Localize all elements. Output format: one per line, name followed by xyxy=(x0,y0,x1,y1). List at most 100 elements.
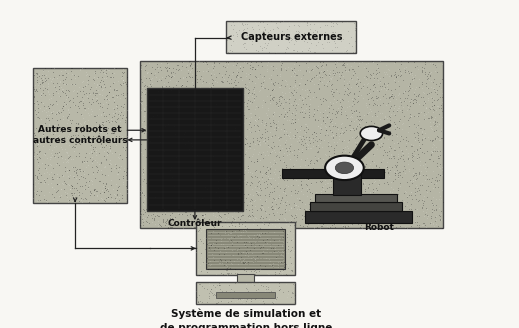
Point xyxy=(279,121,287,127)
Point xyxy=(144,70,152,75)
Point xyxy=(215,126,223,131)
Point xyxy=(114,166,122,172)
Point xyxy=(281,65,290,71)
Point xyxy=(428,126,436,131)
Point xyxy=(251,215,260,220)
Point xyxy=(212,114,220,119)
Point xyxy=(226,247,235,253)
Point xyxy=(45,91,53,96)
Point xyxy=(117,69,126,74)
Point xyxy=(379,116,388,121)
Point xyxy=(150,92,158,98)
Point xyxy=(264,232,272,237)
Point xyxy=(317,175,325,180)
Point xyxy=(402,143,411,149)
Point xyxy=(280,128,288,133)
Point xyxy=(97,141,105,146)
Point xyxy=(354,121,362,127)
Point xyxy=(62,96,70,101)
Point xyxy=(206,265,214,271)
Point xyxy=(146,139,154,144)
Point xyxy=(146,147,155,152)
Point xyxy=(235,224,243,230)
Point xyxy=(386,143,394,148)
Point xyxy=(177,87,186,92)
Point xyxy=(411,91,419,96)
Point xyxy=(187,221,195,226)
Point xyxy=(252,21,260,27)
Point xyxy=(223,209,231,214)
Point xyxy=(207,181,215,186)
Point xyxy=(393,74,401,79)
Point xyxy=(255,179,263,184)
Point xyxy=(245,66,254,71)
Point xyxy=(30,153,38,158)
Point xyxy=(222,85,230,90)
Point xyxy=(281,222,290,227)
Point xyxy=(362,209,370,214)
Point xyxy=(187,67,195,72)
Point xyxy=(325,218,333,224)
Point xyxy=(212,257,221,262)
Point xyxy=(58,89,66,94)
Point xyxy=(237,103,245,109)
Point xyxy=(434,156,442,161)
Point xyxy=(31,85,39,91)
Point xyxy=(178,109,186,114)
Point xyxy=(381,211,390,216)
Point xyxy=(241,168,249,173)
Point xyxy=(264,240,272,246)
Point xyxy=(111,193,119,198)
Point xyxy=(424,115,432,120)
Point xyxy=(292,219,301,224)
Point xyxy=(262,172,270,177)
Point xyxy=(107,169,115,174)
Point xyxy=(331,70,339,75)
Point xyxy=(217,224,226,230)
Point xyxy=(146,82,155,87)
Point xyxy=(407,157,415,163)
Point xyxy=(354,131,362,136)
Point xyxy=(263,22,271,27)
Point xyxy=(248,291,256,297)
Point xyxy=(214,121,222,127)
Point xyxy=(350,175,359,180)
Point xyxy=(219,79,227,85)
Point xyxy=(265,193,273,198)
Point xyxy=(249,263,257,268)
Point xyxy=(270,80,279,85)
Point xyxy=(194,293,202,298)
Point xyxy=(64,117,72,122)
Point xyxy=(191,158,199,163)
Point xyxy=(281,237,289,243)
Point xyxy=(251,204,260,209)
Point xyxy=(154,203,162,208)
Point xyxy=(122,133,131,138)
Point xyxy=(141,209,149,215)
Point xyxy=(170,152,178,157)
Point xyxy=(137,98,145,103)
Point xyxy=(393,160,401,165)
Point xyxy=(281,185,289,191)
Point xyxy=(401,98,409,104)
Point xyxy=(40,152,48,157)
Point xyxy=(112,66,120,71)
Point xyxy=(307,158,315,163)
Point xyxy=(202,256,211,261)
Point xyxy=(330,90,338,95)
Point xyxy=(257,225,265,230)
Point xyxy=(226,36,235,42)
Point xyxy=(163,68,171,73)
Point xyxy=(406,224,415,229)
Point xyxy=(236,224,244,230)
Point xyxy=(395,169,404,174)
Point xyxy=(271,245,280,250)
Point xyxy=(413,100,421,105)
Point xyxy=(335,189,343,195)
Point xyxy=(189,188,198,193)
Point xyxy=(327,218,335,223)
Point xyxy=(260,249,268,254)
Point xyxy=(404,217,412,223)
Point xyxy=(220,245,228,250)
Point xyxy=(377,223,385,229)
